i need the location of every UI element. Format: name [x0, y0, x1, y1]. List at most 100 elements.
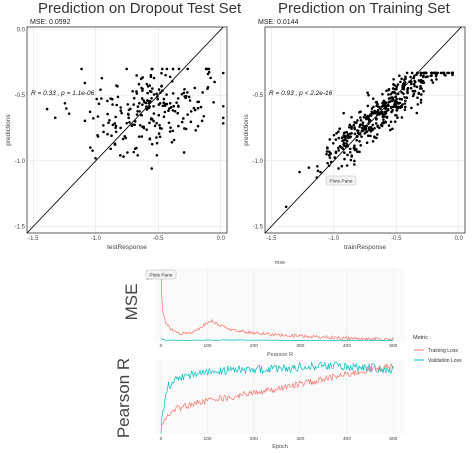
data-point: [176, 97, 180, 100]
data-point: [371, 97, 375, 100]
tooltip-text: Plots Pane: [329, 178, 353, 184]
data-point: [164, 73, 167, 77]
data-point: [221, 71, 225, 75]
data-point: [142, 99, 145, 102]
data-point: [172, 104, 176, 108]
x-tick-label: -1.5: [28, 236, 39, 242]
data-point: [167, 121, 171, 125]
data-point: [145, 108, 149, 111]
data-point: [80, 67, 83, 71]
data-point: [167, 109, 170, 112]
data-point: [173, 109, 177, 113]
data-point: [148, 99, 152, 103]
data-point: [353, 148, 357, 152]
data-point: [114, 130, 118, 134]
data-point: [435, 78, 438, 81]
data-point: [133, 147, 137, 151]
data-point: [157, 132, 161, 135]
data-point: [347, 125, 351, 129]
data-point: [45, 107, 49, 111]
data-point: [381, 104, 385, 108]
data-point: [353, 121, 356, 124]
data-point: [119, 106, 123, 109]
data-point: [367, 93, 370, 97]
x-axis-label: Epoch: [272, 444, 288, 450]
data-point: [365, 124, 368, 128]
data-point: [138, 101, 141, 105]
data-point: [184, 96, 187, 100]
data-point: [367, 128, 371, 131]
data-point: [139, 77, 143, 81]
data-point: [155, 92, 158, 96]
tooltip-box: [325, 175, 357, 186]
data-point: [157, 113, 161, 117]
data-point: [158, 123, 161, 127]
x-tick-label: 0: [160, 436, 163, 442]
data-point: [377, 105, 381, 109]
data-point: [151, 87, 154, 90]
data-point: [343, 151, 346, 155]
data-point: [182, 91, 186, 95]
x-tick-label: 0: [160, 343, 163, 349]
data-point: [373, 126, 376, 130]
data-point: [298, 170, 301, 174]
data-point: [165, 67, 169, 71]
data-point: [197, 100, 201, 104]
data-point: [189, 120, 193, 124]
data-point: [368, 126, 372, 129]
data-point: [168, 75, 172, 79]
data-point: [387, 93, 390, 96]
data-point: [361, 121, 365, 124]
data-point: [357, 132, 361, 135]
data-point: [187, 95, 191, 99]
data-point: [141, 103, 144, 106]
data-point: [192, 106, 196, 110]
data-point: [89, 146, 92, 149]
data-point: [419, 101, 423, 104]
data-point: [337, 167, 340, 170]
data-point: [53, 116, 57, 120]
data-point: [384, 107, 387, 110]
data-point: [371, 123, 375, 127]
data-point: [415, 85, 419, 89]
data-point: [348, 123, 352, 127]
data-point: [116, 95, 120, 99]
data-point: [83, 119, 87, 123]
data-point: [150, 96, 153, 100]
data-point: [135, 74, 138, 77]
data-point: [409, 86, 413, 90]
data-point: [126, 151, 129, 154]
data-point: [113, 122, 117, 125]
data-point: [343, 157, 346, 161]
data-point: [348, 150, 352, 154]
data-point: [316, 169, 320, 173]
data-point: [376, 113, 379, 117]
data-point: [186, 67, 189, 71]
data-point: [207, 70, 211, 74]
data-point: [97, 102, 101, 106]
data-point: [402, 92, 405, 96]
data-point: [209, 76, 212, 80]
data-point: [398, 101, 402, 105]
data-point: [355, 138, 359, 142]
data-point: [140, 97, 144, 100]
data-point: [326, 147, 329, 150]
y-tick-label: -0.5: [15, 93, 26, 99]
data-point: [184, 127, 188, 131]
data-point: [172, 138, 176, 142]
data-point: [403, 102, 407, 105]
data-point: [334, 151, 338, 155]
data-point: [148, 137, 152, 141]
data-point: [147, 101, 151, 105]
data-point: [381, 92, 384, 96]
data-point: [122, 155, 125, 158]
data-point: [140, 86, 143, 90]
data-point: [401, 84, 404, 88]
chart-title-training: Prediction on Training Set: [278, 0, 450, 17]
data-point: [391, 105, 395, 109]
data-point: [433, 71, 437, 75]
y-tick-label: -0.5: [253, 93, 264, 99]
data-point: [327, 153, 331, 157]
data-point: [91, 149, 94, 152]
